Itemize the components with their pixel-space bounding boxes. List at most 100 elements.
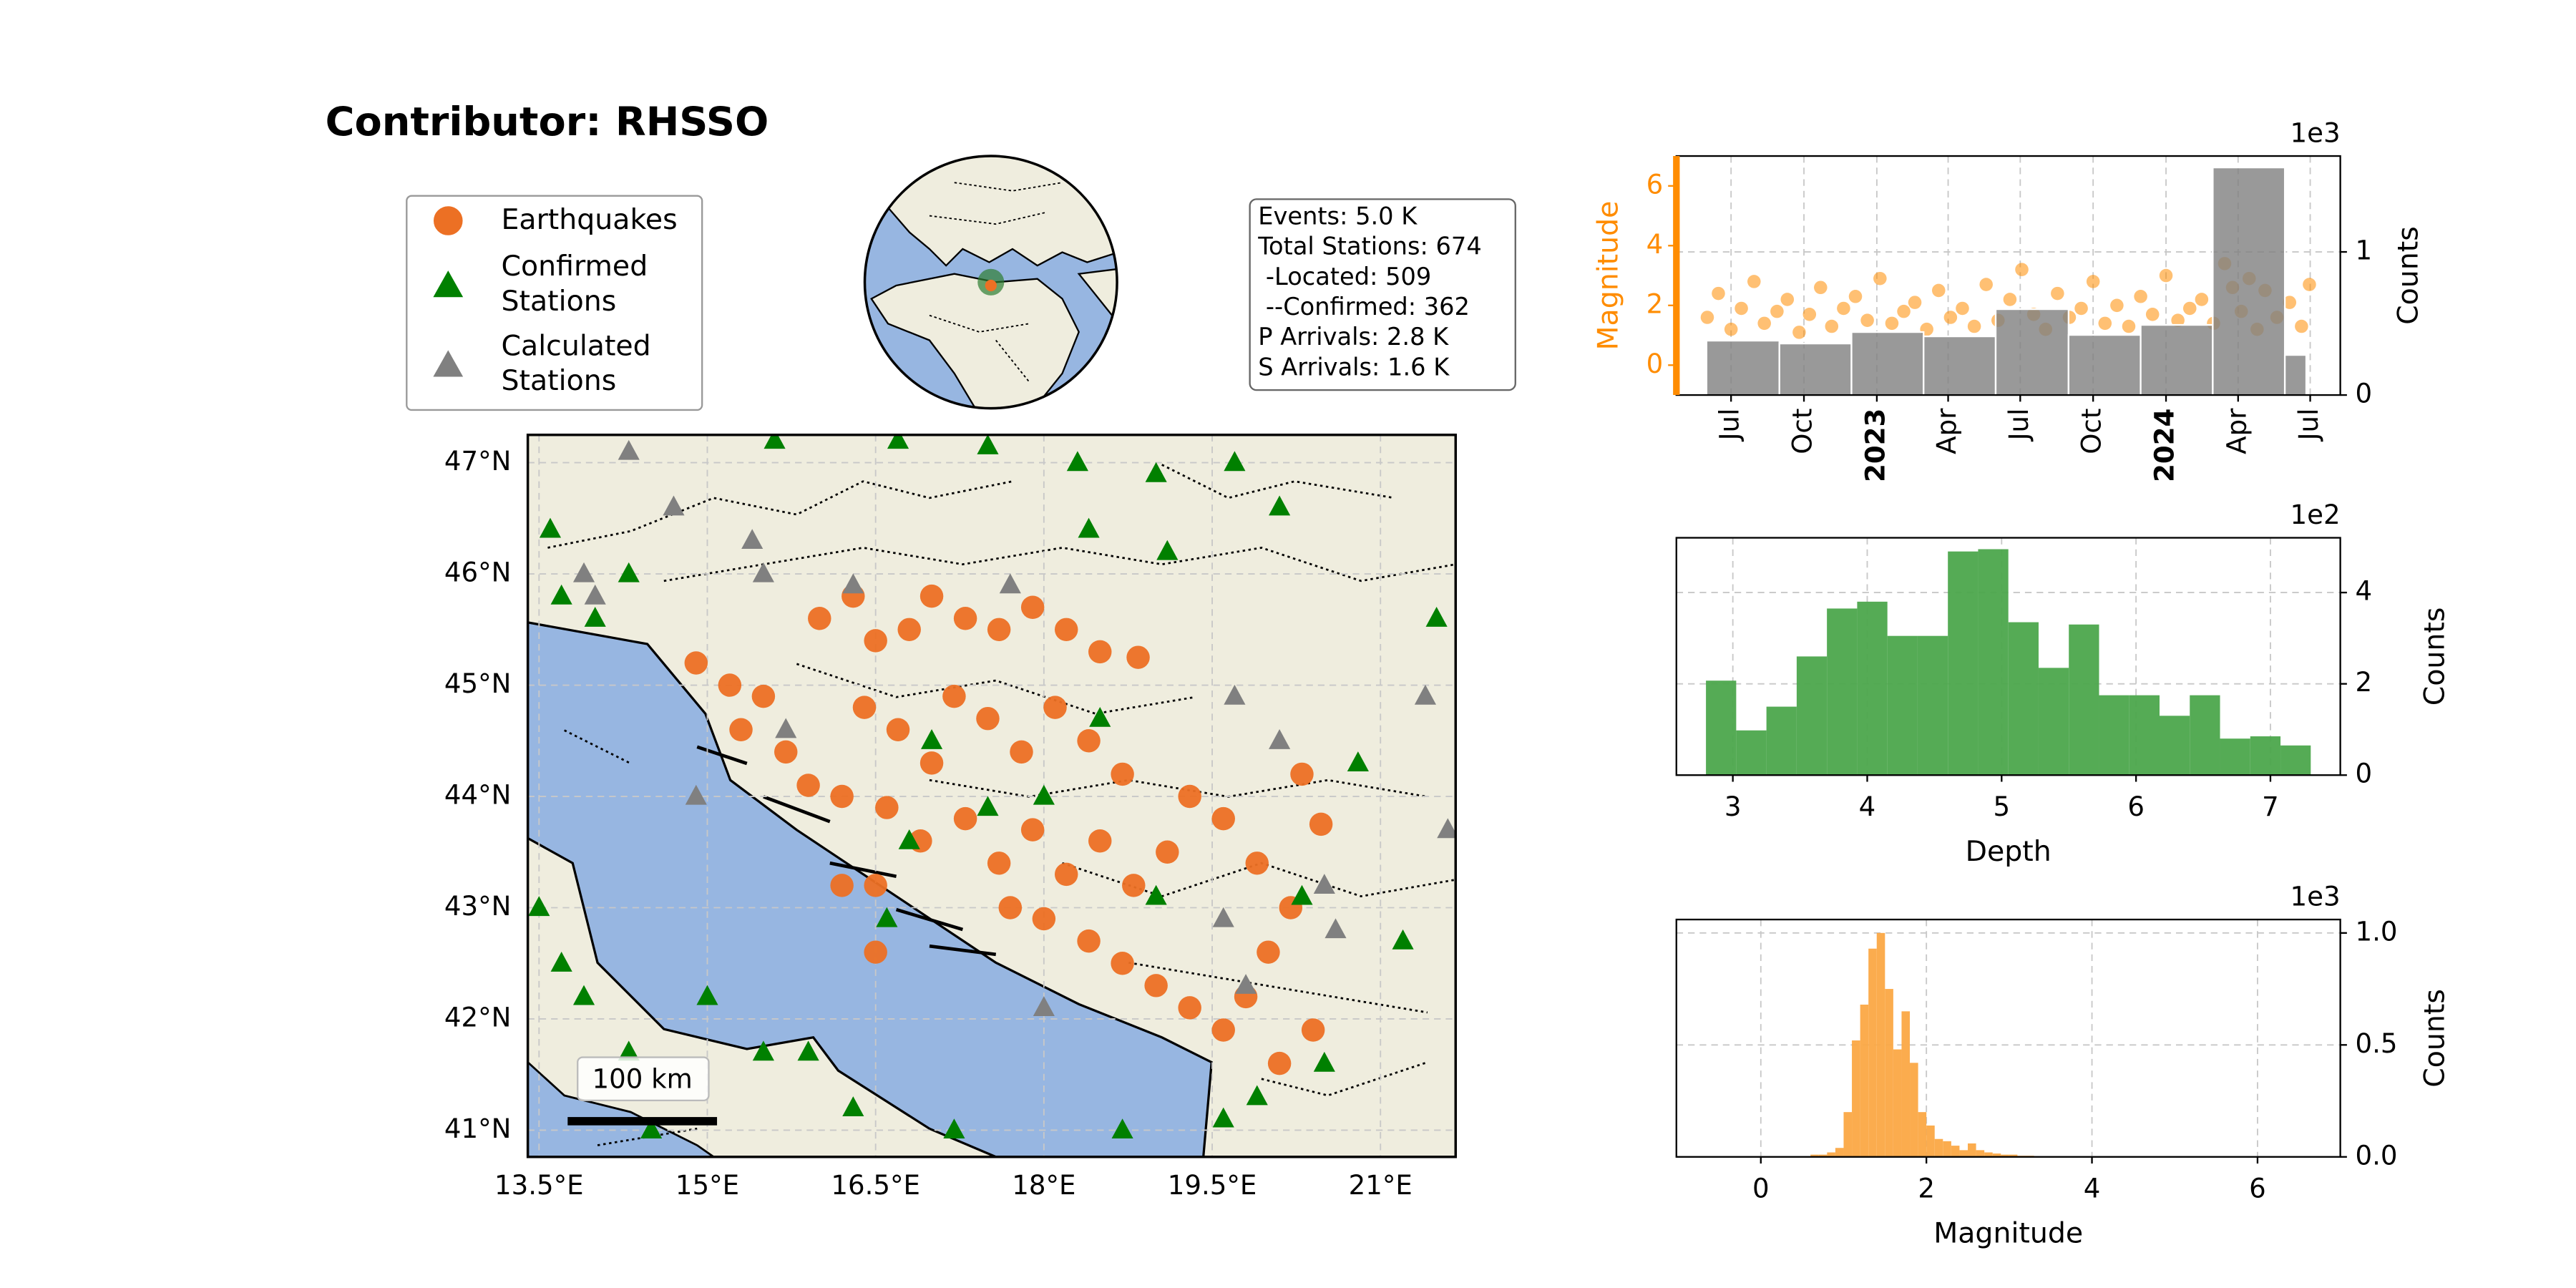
histogram-bar bbox=[2129, 695, 2160, 776]
earthquake-point bbox=[919, 751, 944, 775]
info-line: P Arrivals: 2.8 K bbox=[1258, 323, 1449, 351]
histogram-bar bbox=[2009, 1154, 2018, 1157]
globe-highlight bbox=[985, 279, 997, 292]
plot-area bbox=[1676, 919, 2341, 1157]
station-point bbox=[887, 434, 909, 449]
legend-box bbox=[406, 195, 703, 411]
earthquake-point bbox=[864, 629, 887, 653]
x-tick-label: 7 bbox=[2262, 791, 2279, 822]
globe-outline bbox=[863, 155, 1118, 410]
station-point bbox=[1235, 974, 1257, 994]
legend-marker bbox=[433, 270, 464, 298]
magnitude-point bbox=[2159, 268, 2173, 283]
count-bar bbox=[1923, 335, 1997, 396]
histogram-bar bbox=[1926, 1125, 1935, 1157]
histogram-bar bbox=[1918, 1112, 1927, 1157]
station-point bbox=[1224, 684, 1246, 705]
y-tick-label: 0 bbox=[1646, 348, 1664, 379]
station-point bbox=[943, 1118, 965, 1139]
magnitude-point bbox=[2303, 278, 2316, 291]
x-tick-label: 6 bbox=[2127, 791, 2145, 822]
histogram-bar bbox=[1868, 948, 1877, 1157]
magnitude-point bbox=[1943, 311, 1958, 324]
legend-label: Confirmed Stations bbox=[501, 250, 648, 319]
earthquake-point bbox=[1010, 740, 1033, 764]
magnitude-point bbox=[1700, 311, 1714, 324]
station-point bbox=[1145, 462, 1167, 482]
earthquake-point bbox=[830, 874, 854, 897]
earthquake-point bbox=[998, 896, 1023, 919]
histogram-bar bbox=[2220, 738, 2250, 776]
y-tick-label: 0.5 bbox=[2355, 1028, 2397, 1059]
station-point bbox=[977, 796, 999, 816]
histogram-bar bbox=[1959, 1150, 1968, 1157]
earthquake-point bbox=[987, 618, 1011, 642]
station-point bbox=[696, 985, 718, 1005]
station-point bbox=[876, 907, 898, 927]
station-point bbox=[539, 517, 562, 538]
magnitude-point bbox=[2110, 298, 2124, 313]
magnitude-point bbox=[1967, 319, 1981, 333]
x-tick-label: 5 bbox=[1993, 791, 2010, 822]
earthquake-point bbox=[987, 852, 1011, 875]
magnitude-point bbox=[1757, 316, 1771, 331]
station-point bbox=[1212, 1107, 1234, 1128]
legend-entry: Earthquakes bbox=[501, 203, 678, 237]
station-point bbox=[550, 951, 572, 972]
earthquake-point bbox=[1144, 974, 1168, 997]
histogram-bar bbox=[1796, 656, 1828, 776]
legend-label: Earthquakes bbox=[501, 203, 678, 237]
map-frame bbox=[526, 433, 1458, 1158]
x-tick-label: Jul bbox=[2004, 409, 2034, 442]
legend-marker bbox=[433, 350, 464, 377]
histogram-bar bbox=[1951, 1146, 1960, 1157]
earthquake-point bbox=[1020, 595, 1045, 619]
earthquake-point bbox=[886, 718, 910, 741]
magnitude-point bbox=[1780, 293, 1795, 306]
y-tick-label: 1.0 bbox=[2355, 916, 2397, 947]
earthquake-point bbox=[1088, 829, 1112, 853]
station-point bbox=[1033, 996, 1055, 1017]
y-tick-label: 46°N bbox=[444, 557, 512, 588]
globe-land bbox=[1077, 264, 1118, 333]
histogram-bar bbox=[1893, 1049, 1902, 1157]
legend-entry: Confirmed Stations bbox=[501, 250, 648, 319]
earthquake-point bbox=[718, 673, 742, 697]
scale-bar-box bbox=[577, 1056, 710, 1102]
y2-axis-label: Counts bbox=[2392, 226, 2425, 325]
earthquake-point bbox=[1309, 812, 1333, 836]
histogram-bar bbox=[1827, 608, 1858, 776]
y-axis-label: Magnitude bbox=[1592, 201, 1625, 351]
station-point bbox=[1145, 884, 1167, 905]
histogram-bar bbox=[2001, 1154, 2009, 1157]
station-point bbox=[640, 1118, 663, 1139]
histogram-bar bbox=[1818, 1154, 1828, 1157]
y-tick-label: 43°N bbox=[444, 891, 512, 922]
histogram-bar bbox=[1706, 680, 1737, 776]
earthquake-point bbox=[1077, 729, 1101, 753]
earthquake-point bbox=[751, 684, 776, 708]
earthquake-point bbox=[1290, 762, 1314, 786]
count-bar bbox=[2212, 166, 2286, 396]
x-axis-label: Magnitude bbox=[1933, 1216, 2083, 1249]
histogram-bar bbox=[1934, 1138, 1943, 1157]
magnitude-point bbox=[1770, 304, 1784, 318]
histogram-bar bbox=[1976, 1150, 1985, 1157]
y-tick-label: 47°N bbox=[444, 446, 512, 477]
count-bar bbox=[2140, 323, 2214, 396]
info-lines: Events: 5.0 K Total Stations: 674 -Locate… bbox=[1257, 202, 1481, 381]
station-point bbox=[797, 1040, 819, 1061]
magnitude-point bbox=[1747, 275, 1761, 288]
station-point bbox=[1269, 729, 1291, 749]
globe-borders bbox=[929, 182, 1063, 383]
magnitude-point bbox=[2182, 301, 2197, 316]
station-point bbox=[1437, 818, 1456, 839]
magnitude-point bbox=[2295, 319, 2308, 333]
station-point bbox=[1246, 1085, 1268, 1106]
histogram-bar bbox=[2250, 736, 2281, 776]
magnitude-point bbox=[1860, 313, 1874, 327]
station-point bbox=[584, 584, 606, 605]
earthquake-point bbox=[684, 651, 708, 675]
station-point bbox=[898, 829, 920, 849]
station-point bbox=[1078, 517, 1100, 538]
